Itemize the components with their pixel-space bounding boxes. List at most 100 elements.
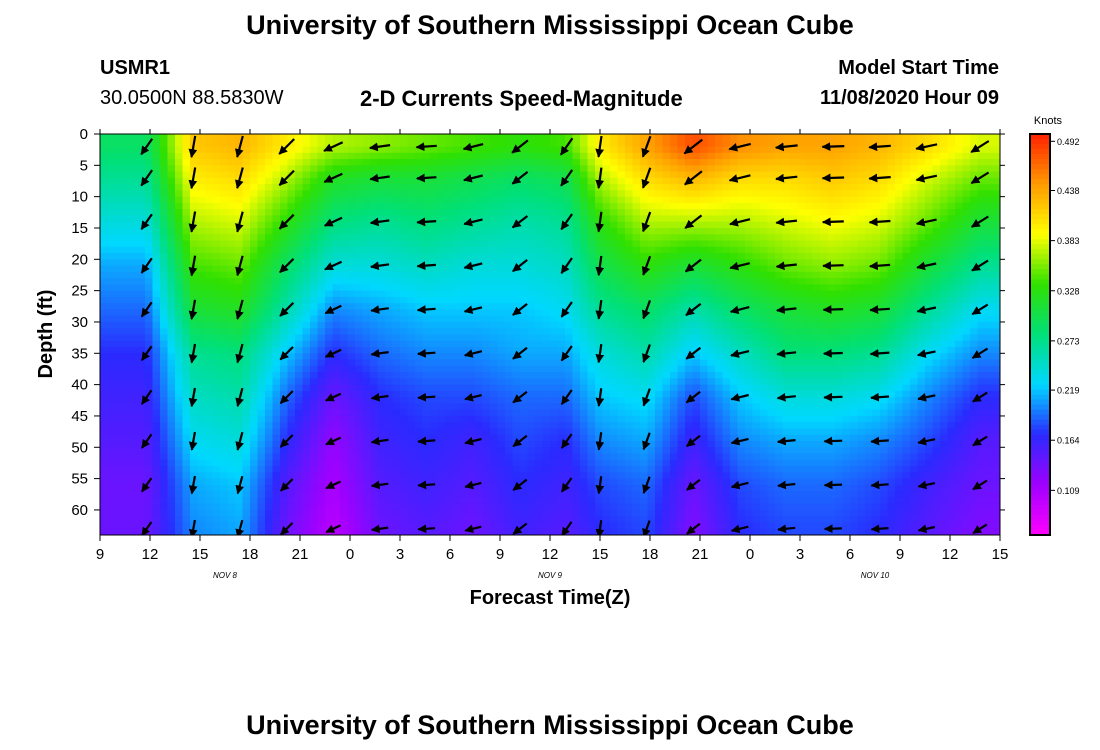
heat-cell [175,428,184,436]
heat-cell [295,165,304,173]
heat-cell [392,209,401,217]
heat-cell [160,190,169,198]
heat-cell [557,503,566,511]
heat-cell [227,296,236,304]
heat-cell [182,177,191,185]
heat-cell [452,190,461,198]
heat-cell [242,234,251,242]
heat-cell [580,284,589,292]
heat-cell [310,227,319,235]
heat-cell [220,516,229,524]
heat-cell [655,265,664,273]
heat-cell [362,177,371,185]
heat-cell [160,159,169,166]
heat-cell [175,309,184,317]
heat-cell [490,528,499,535]
heat-cell [377,303,386,311]
heat-cell [145,315,154,323]
heat-cell [670,497,679,505]
heat-cell [317,253,326,260]
heat-cell [520,372,529,379]
heat-cell [175,215,184,223]
heat-cell [295,328,304,336]
heat-cell [647,159,656,166]
heat-cell [122,447,131,455]
heat-cell [655,466,664,473]
heat-cell [332,146,341,154]
heat-cell [497,359,506,367]
heat-cell [115,328,124,336]
heat-cell [107,353,116,361]
heat-cell [175,259,184,267]
heat-cell [400,184,409,191]
heat-cell [460,140,469,148]
heat-cell [317,528,326,535]
heat-cell [182,347,191,354]
heat-cell [340,491,349,499]
heat-cell [460,403,469,411]
heat-cell [490,347,499,354]
heat-cell [355,441,364,448]
heat-cell [535,365,544,373]
heat-cell [662,409,671,417]
heat-cell [677,253,686,260]
heat-cell [385,190,394,198]
heat-cell [542,196,551,204]
heat-cell [497,328,506,336]
heat-cell [152,296,161,304]
heat-cell [167,453,176,461]
heat-cell [235,159,244,166]
heat-cell [272,478,281,486]
heat-cell [272,146,281,154]
heat-cell [340,503,349,511]
heat-cell [445,140,454,148]
heat-cell [617,359,626,367]
heat-cell [167,447,176,455]
heat-cell [565,384,574,392]
heat-cell [437,509,446,517]
heat-cell [670,196,679,204]
heat-cell [625,177,634,185]
heat-cell [145,409,154,417]
heat-cell [572,184,581,191]
heat-cell [512,403,521,411]
heat-cell [460,190,469,198]
heat-cell [272,491,281,499]
heat-cell [445,472,454,480]
heat-cell [670,509,679,517]
heat-cell [632,265,641,273]
heat-cell [355,321,364,329]
heat-cell [235,296,244,304]
heat-cell [107,165,116,173]
heat-cell [325,372,334,379]
heat-cell [527,365,536,373]
heat-cell [332,447,341,455]
heat-cell [145,190,154,198]
heat-cell [370,403,379,411]
heat-cell [677,434,686,442]
heat-cell [602,347,611,354]
heat-cell [452,303,461,311]
heat-cell [130,134,139,141]
heat-cell [167,296,176,304]
heat-cell [490,309,499,317]
heat-cell [527,146,536,154]
heat-cell [100,177,109,185]
heat-cell [647,384,656,392]
heat-cell [212,140,221,148]
heat-cell [235,284,244,292]
heat-cell [385,441,394,448]
heat-cell [122,134,131,141]
heat-cell [437,190,446,198]
heat-cell [520,453,529,461]
heat-cell [482,234,491,242]
heat-cell [287,284,296,292]
heat-cell [377,321,386,329]
heat-cell [437,265,446,273]
heat-cell [107,140,116,148]
heat-cell [100,271,109,279]
heat-cell [595,447,604,455]
heat-cell [205,466,214,473]
heat-cell [475,184,484,191]
heat-cell [407,196,416,204]
